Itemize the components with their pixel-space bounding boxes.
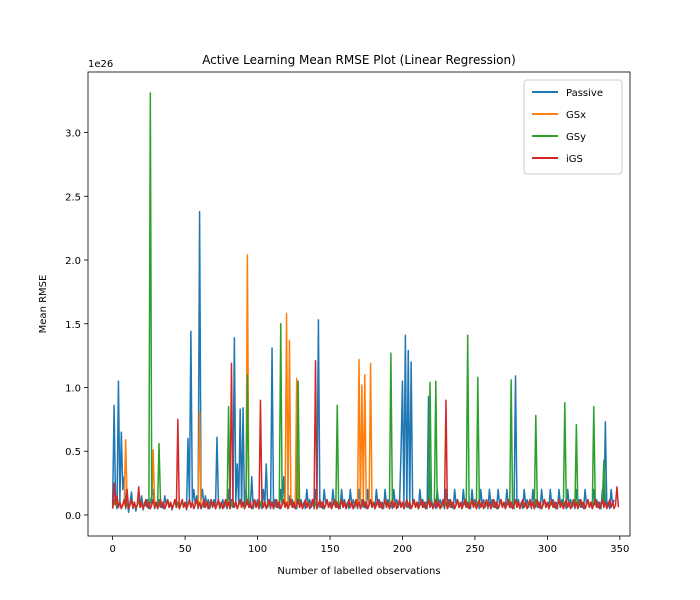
y-tick-label: 3.0 bbox=[65, 129, 81, 140]
plot-frame bbox=[87, 71, 631, 537]
y-tick-label: 1.0 bbox=[65, 383, 81, 394]
y-tick-label: 0.5 bbox=[65, 447, 81, 458]
x-tick-label: 200 bbox=[393, 544, 412, 555]
y-axis: 0.0 0.5 1.0 1.5 2.0 2.5 3.0 bbox=[65, 129, 88, 522]
y-tick-label: 0.0 bbox=[65, 511, 81, 522]
series-line-igs bbox=[111, 359, 620, 510]
legend-label-passive: Passive bbox=[566, 88, 603, 99]
y-tick-label: 2.0 bbox=[65, 256, 81, 267]
legend-label-igs: iGS bbox=[566, 154, 583, 165]
y-tick-label: 2.5 bbox=[65, 192, 81, 203]
legend: Passive GSx GSy iGS bbox=[523, 79, 623, 175]
series-layer bbox=[111, 92, 620, 514]
y-offset-label: 1e26 bbox=[88, 59, 113, 70]
y-tick-label: 1.5 bbox=[65, 320, 81, 331]
x-tick-label: 150 bbox=[320, 544, 339, 555]
legend-box bbox=[523, 79, 623, 175]
x-tick-label: 250 bbox=[465, 544, 484, 555]
y-axis-label: Mean RMSE bbox=[38, 275, 49, 334]
x-axis: 0 50 100 150 200 250 300 350 bbox=[109, 536, 629, 555]
x-tick-label: 350 bbox=[610, 544, 629, 555]
legend-label-gsx: GSx bbox=[566, 110, 586, 121]
x-tick-label: 100 bbox=[248, 544, 267, 555]
chart-title: Active Learning Mean RMSE Plot (Linear R… bbox=[202, 53, 516, 67]
x-axis-label: Number of labelled observations bbox=[277, 566, 440, 577]
legend-label-gsy: GSy bbox=[566, 132, 586, 143]
x-tick-label: 0 bbox=[109, 544, 115, 555]
x-tick-label: 50 bbox=[179, 544, 192, 555]
x-tick-label: 300 bbox=[538, 544, 557, 555]
